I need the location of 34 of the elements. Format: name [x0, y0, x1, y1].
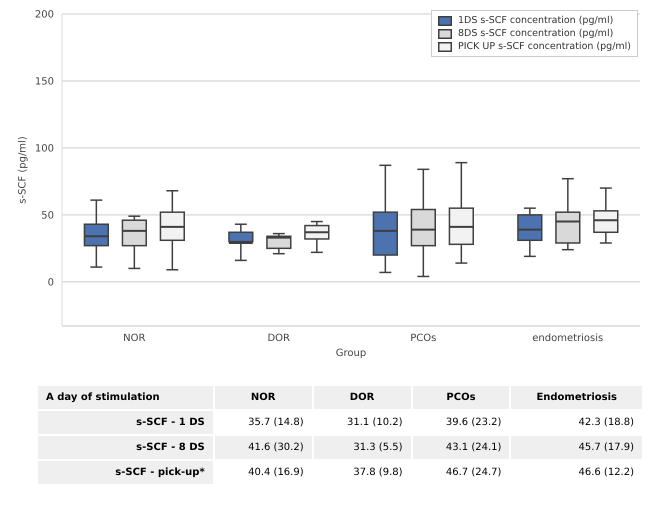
legend-label: 1DS s-SCF concentration (pg/ml) [458, 14, 614, 27]
y-axis-title: s-SCF (pg/ml) [18, 136, 29, 204]
x-axis-title: Group [336, 348, 366, 359]
text: 39.6 (23.2) [446, 417, 502, 428]
x-tick-label: endometriosis [532, 333, 604, 344]
y-tick-label: 0 [48, 277, 54, 288]
legend-label: 8DS s-SCF concentration (pg/ml) [458, 27, 614, 40]
x-tick-label: PCOs [410, 333, 436, 344]
legend-label: PICK UP s-SCF concentration (pg/ml) [458, 40, 631, 53]
category-label: PCOs [412, 386, 510, 410]
category-label: s-SCF - 1 DS [136, 417, 205, 428]
y-tick-label: 200 [34, 10, 54, 21]
text: 35.7 (14.8) [248, 417, 304, 428]
category-label: DOR [312, 386, 412, 410]
text: 40.4 (16.9) [248, 467, 304, 478]
x-tick-label: DOR [267, 333, 290, 344]
text: A day of stimulation [38, 386, 214, 410]
y-tick-label: 100 [34, 143, 54, 154]
category-label: s-SCF - pick-up* [115, 467, 205, 478]
text: 37.8 (9.8) [353, 467, 403, 478]
text: 31.3 (5.5) [353, 442, 403, 453]
category-label: s-SCF - 8 DS [136, 442, 205, 453]
text: 31.1 (10.2) [347, 417, 403, 428]
text: 46.6 (12.2) [578, 467, 634, 478]
x-tick-label: NOR [123, 333, 146, 344]
text: 42.3 (18.8) [578, 417, 634, 428]
text: 46.7 (24.7) [446, 467, 502, 478]
text: 45.7 (17.9) [578, 442, 634, 453]
category-label: NOR [214, 386, 313, 410]
text: 43.1 (24.1) [446, 442, 502, 453]
category-label: Endometriosis [510, 386, 643, 410]
y-tick-label: 150 [34, 76, 54, 88]
text: 41.6 (30.2) [248, 442, 304, 453]
y-tick-label: 50 [41, 210, 54, 222]
